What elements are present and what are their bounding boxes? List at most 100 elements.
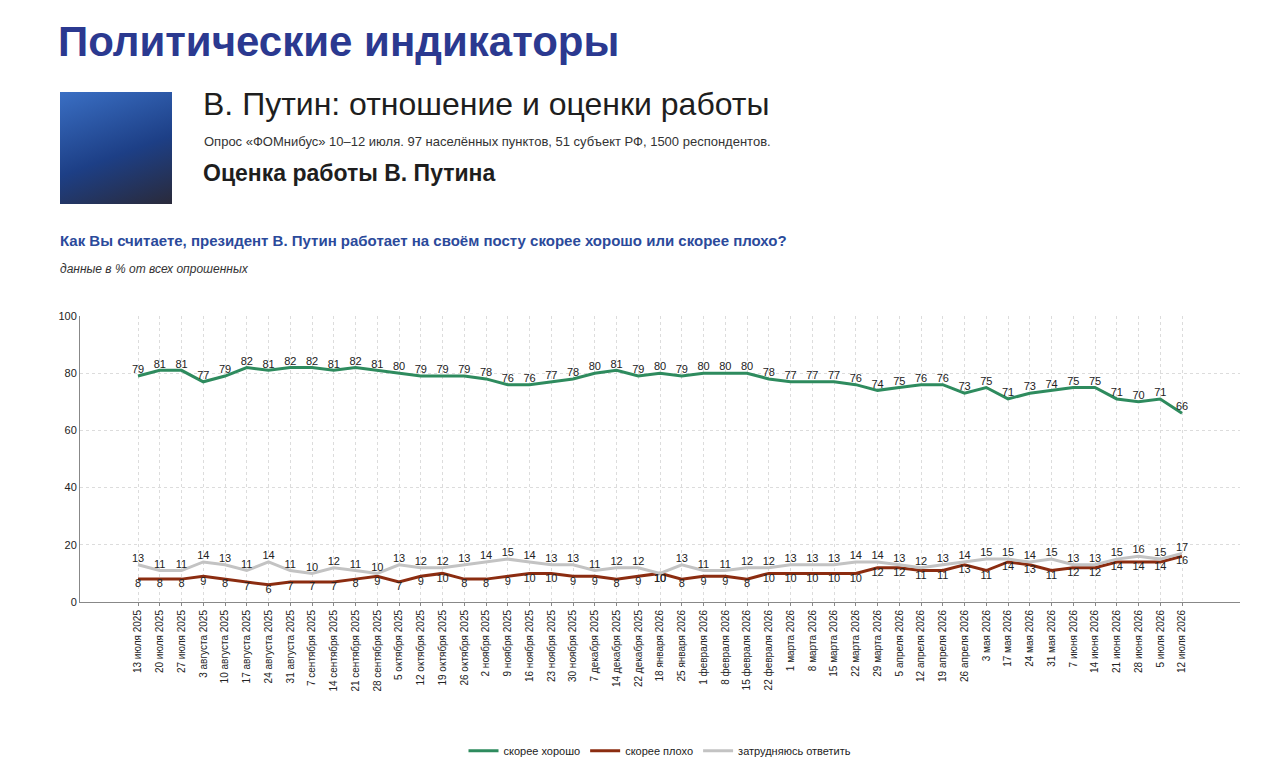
svg-text:15: 15 <box>502 546 514 558</box>
svg-text:78: 78 <box>763 366 775 378</box>
svg-text:10: 10 <box>784 572 796 584</box>
svg-text:14 июня 2026: 14 июня 2026 <box>1089 610 1100 673</box>
svg-text:15: 15 <box>1045 546 1057 558</box>
svg-text:9: 9 <box>200 575 206 587</box>
svg-text:76: 76 <box>937 372 949 384</box>
svg-text:14: 14 <box>1002 560 1014 572</box>
svg-text:26 октября 2025: 26 октября 2025 <box>459 610 470 686</box>
svg-text:7: 7 <box>244 580 250 592</box>
svg-text:66: 66 <box>1176 400 1188 412</box>
svg-text:13: 13 <box>1067 552 1079 564</box>
svg-text:9: 9 <box>374 575 380 587</box>
svg-text:79: 79 <box>676 363 688 375</box>
svg-text:11: 11 <box>350 558 361 570</box>
svg-text:70: 70 <box>1132 389 1144 401</box>
svg-text:75: 75 <box>980 375 992 387</box>
svg-text:18 января 2026: 18 января 2026 <box>654 610 665 682</box>
svg-text:15: 15 <box>1002 546 1014 558</box>
svg-text:5 апреля 2026: 5 апреля 2026 <box>894 610 905 677</box>
svg-text:81: 81 <box>328 358 340 370</box>
svg-text:10: 10 <box>436 572 448 584</box>
svg-text:8: 8 <box>352 577 358 589</box>
svg-text:14: 14 <box>871 549 883 561</box>
svg-text:14: 14 <box>850 549 862 561</box>
svg-text:14: 14 <box>1111 560 1123 572</box>
svg-text:11: 11 <box>1046 569 1057 581</box>
svg-text:13: 13 <box>1024 563 1036 575</box>
svg-text:9: 9 <box>592 575 598 587</box>
svg-text:79: 79 <box>436 363 448 375</box>
svg-text:80: 80 <box>719 360 731 372</box>
svg-text:19 апреля 2026: 19 апреля 2026 <box>937 610 948 682</box>
svg-text:13: 13 <box>937 552 949 564</box>
svg-text:10: 10 <box>306 561 318 573</box>
svg-text:31 мая 2026: 31 мая 2026 <box>1046 610 1057 667</box>
svg-text:15: 15 <box>1111 546 1123 558</box>
svg-text:76: 76 <box>502 372 514 384</box>
svg-text:27 июля 2025: 27 июля 2025 <box>176 610 187 673</box>
svg-text:74: 74 <box>871 378 883 390</box>
svg-text:14: 14 <box>958 549 970 561</box>
svg-text:12: 12 <box>893 566 905 578</box>
svg-text:10: 10 <box>850 572 862 584</box>
svg-text:11: 11 <box>285 558 296 570</box>
svg-text:30 ноября 2025: 30 ноября 2025 <box>567 610 578 682</box>
svg-text:10: 10 <box>523 572 535 584</box>
svg-text:10: 10 <box>371 561 383 573</box>
svg-text:75: 75 <box>893 375 905 387</box>
svg-text:25 января 2026: 25 января 2026 <box>676 610 687 682</box>
svg-text:73: 73 <box>1024 380 1036 392</box>
svg-text:9 ноября 2025: 9 ноября 2025 <box>502 610 513 677</box>
svg-text:28 июня 2026: 28 июня 2026 <box>1133 610 1144 673</box>
svg-text:9: 9 <box>635 575 641 587</box>
svg-text:73: 73 <box>958 380 970 392</box>
svg-text:78: 78 <box>480 366 492 378</box>
svg-text:82: 82 <box>306 355 318 367</box>
svg-text:81: 81 <box>154 358 166 370</box>
svg-text:14: 14 <box>197 549 209 561</box>
svg-text:12: 12 <box>436 555 448 567</box>
svg-text:11: 11 <box>154 558 165 570</box>
svg-text:10: 10 <box>545 572 557 584</box>
svg-text:80: 80 <box>654 360 666 372</box>
svg-text:15 февраля 2026: 15 февраля 2026 <box>741 610 752 691</box>
svg-text:6: 6 <box>265 583 271 595</box>
svg-text:13: 13 <box>458 552 470 564</box>
svg-text:81: 81 <box>610 358 622 370</box>
svg-text:10: 10 <box>763 572 775 584</box>
svg-text:7: 7 <box>309 580 315 592</box>
svg-text:1 марта 2026: 1 марта 2026 <box>785 610 796 672</box>
svg-text:5 июля 2026: 5 июля 2026 <box>1155 610 1166 668</box>
svg-text:20: 20 <box>65 539 77 551</box>
svg-text:7 декабря 2025: 7 декабря 2025 <box>589 610 600 682</box>
svg-text:9: 9 <box>505 575 511 587</box>
svg-text:7 июня 2026: 7 июня 2026 <box>1068 610 1079 668</box>
svg-text:2 ноября 2025: 2 ноября 2025 <box>480 610 491 677</box>
svg-text:79: 79 <box>632 363 644 375</box>
svg-text:75: 75 <box>1067 375 1079 387</box>
svg-text:74: 74 <box>1045 378 1057 390</box>
svg-text:26 апреля 2026: 26 апреля 2026 <box>959 610 970 682</box>
svg-text:9: 9 <box>700 575 706 587</box>
svg-text:затрудняюсь ответить: затрудняюсь ответить <box>738 745 851 757</box>
svg-text:7: 7 <box>287 580 293 592</box>
svg-text:75: 75 <box>1089 375 1101 387</box>
svg-text:9: 9 <box>570 575 576 587</box>
svg-text:13: 13 <box>132 552 144 564</box>
svg-text:22 марта 2026: 22 марта 2026 <box>850 610 861 677</box>
svg-text:14: 14 <box>480 549 492 561</box>
svg-text:76: 76 <box>915 372 927 384</box>
svg-text:11: 11 <box>720 558 731 570</box>
svg-text:82: 82 <box>349 355 361 367</box>
svg-text:60: 60 <box>65 424 77 436</box>
svg-text:71: 71 <box>1154 386 1166 398</box>
svg-text:12: 12 <box>741 555 753 567</box>
svg-text:8: 8 <box>461 577 467 589</box>
svg-text:12: 12 <box>915 555 927 567</box>
svg-text:10: 10 <box>654 572 666 584</box>
svg-text:13: 13 <box>784 552 796 564</box>
svg-text:78: 78 <box>567 366 579 378</box>
svg-text:80: 80 <box>393 360 405 372</box>
svg-text:8 февраля 2026: 8 февраля 2026 <box>720 610 731 685</box>
svg-text:0: 0 <box>71 596 77 608</box>
